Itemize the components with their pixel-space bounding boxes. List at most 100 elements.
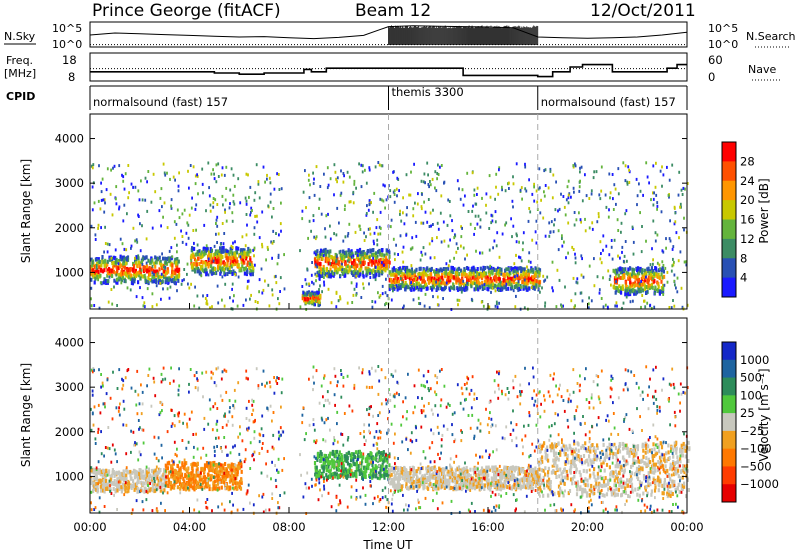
heatmap-speckle xyxy=(483,273,486,276)
heatmap-cell xyxy=(418,469,421,474)
heatmap-speckle xyxy=(113,164,116,168)
heatmap-cell xyxy=(307,297,310,301)
heatmap-speckle xyxy=(396,176,399,180)
heatmap-cell xyxy=(218,253,221,258)
heatmap-cell xyxy=(117,259,120,263)
heatmap-speckle xyxy=(207,257,210,261)
heatmap-speckle xyxy=(588,264,591,268)
heatmap-speckle xyxy=(170,206,173,210)
heatmap-cell xyxy=(420,481,423,486)
heatmap-cell xyxy=(414,482,417,487)
heatmap-speckle xyxy=(451,229,454,233)
heatmap-speckle xyxy=(336,180,338,184)
heatmap-cell xyxy=(100,487,103,492)
heatmap-cell xyxy=(354,450,358,455)
heatmap-speckle xyxy=(301,217,304,221)
heatmap-cell xyxy=(106,273,109,278)
heatmap-cell xyxy=(103,263,106,268)
heatmap-speckle xyxy=(232,193,235,197)
heatmap-speckle xyxy=(411,236,414,240)
heatmap-cell xyxy=(252,268,255,273)
heatmap-cell xyxy=(518,275,521,280)
heatmap-cell xyxy=(511,285,514,290)
heatmap-speckle xyxy=(470,297,473,301)
heatmap-speckle xyxy=(393,200,396,204)
heatmap-cell xyxy=(441,467,444,472)
heatmap-speckle xyxy=(346,301,349,305)
heatmap-cell xyxy=(413,471,416,476)
heatmap-cell xyxy=(329,460,332,465)
date-title: 12/Oct/2011 xyxy=(590,1,696,21)
heatmap-cell xyxy=(90,257,93,262)
heatmap-speckle xyxy=(392,237,395,241)
heatmap-cell xyxy=(198,268,201,273)
heatmap-cell xyxy=(90,481,93,485)
heatmap-cell xyxy=(97,470,100,475)
heatmap-cell xyxy=(337,260,340,265)
heatmap-speckle xyxy=(518,255,520,259)
heatmap-speckle xyxy=(145,261,148,265)
heatmap-cell xyxy=(376,475,379,480)
heatmap-speckle xyxy=(307,178,310,182)
heatmap-speckle xyxy=(625,209,628,213)
heatmap-speckle xyxy=(410,281,412,285)
heatmap-cell xyxy=(171,464,174,469)
heatmap-speckle xyxy=(416,285,418,289)
heatmap-speckle xyxy=(426,220,429,224)
heatmap-cell xyxy=(104,476,107,481)
heatmap-speckle xyxy=(187,223,190,227)
heatmap-cell xyxy=(144,475,147,480)
heatmap-speckle xyxy=(460,235,463,239)
heatmap-speckle xyxy=(147,170,150,173)
heatmap-cell xyxy=(216,464,219,469)
heatmap-speckle xyxy=(408,193,410,197)
heatmap-speckle xyxy=(581,299,584,303)
heatmap-speckle xyxy=(318,288,320,292)
heatmap-speckle xyxy=(481,196,483,200)
heatmap-cell xyxy=(220,255,223,260)
heatmap-speckle xyxy=(162,280,164,284)
heatmap-speckle xyxy=(242,303,245,307)
heatmap-cell xyxy=(146,470,149,475)
heatmap-cell xyxy=(97,257,100,262)
heatmap-speckle xyxy=(370,201,372,205)
heatmap-cell xyxy=(108,255,111,260)
heatmap-speckle xyxy=(342,239,345,243)
heatmap-speckle xyxy=(273,187,276,191)
heatmap-cell xyxy=(366,271,369,276)
heatmap-cell xyxy=(203,479,206,484)
heatmap-speckle xyxy=(432,223,434,226)
heatmap-cell xyxy=(90,268,93,273)
heatmap-speckle xyxy=(377,270,380,273)
heatmap-speckle xyxy=(269,181,272,185)
heatmap-cell xyxy=(191,471,194,476)
heatmap-speckle xyxy=(99,207,102,211)
heatmap-cell xyxy=(635,266,638,271)
heatmap-cell xyxy=(102,468,105,473)
heatmap-speckle xyxy=(614,187,617,191)
heatmap-speckle xyxy=(518,240,520,244)
heatmap-cell xyxy=(127,470,130,475)
heatmap-cell xyxy=(322,462,325,467)
heatmap-speckle xyxy=(186,272,188,276)
heatmap-cell xyxy=(319,458,322,463)
heatmap-cell xyxy=(524,275,527,280)
heatmap-speckle xyxy=(215,232,217,236)
heatmap-speckle xyxy=(213,172,215,176)
heatmap-cell xyxy=(94,276,97,281)
heatmap-speckle xyxy=(144,176,147,180)
heatmap-cell xyxy=(136,474,140,479)
heatmap-cell xyxy=(487,266,490,271)
heatmap-speckle xyxy=(528,207,531,210)
heatmap-speckle xyxy=(254,263,256,267)
heatmap-cell xyxy=(408,273,411,278)
heatmap-cell xyxy=(360,466,363,471)
heatmap-cell xyxy=(429,481,432,486)
heatmap-speckle xyxy=(376,238,379,242)
heatmap-cell xyxy=(96,468,99,473)
heatmap-speckle xyxy=(160,224,162,228)
heatmap-speckle xyxy=(549,167,552,171)
heatmap-cell xyxy=(219,246,222,251)
heatmap-speckle xyxy=(365,181,368,185)
heatmap-cell xyxy=(114,260,117,265)
